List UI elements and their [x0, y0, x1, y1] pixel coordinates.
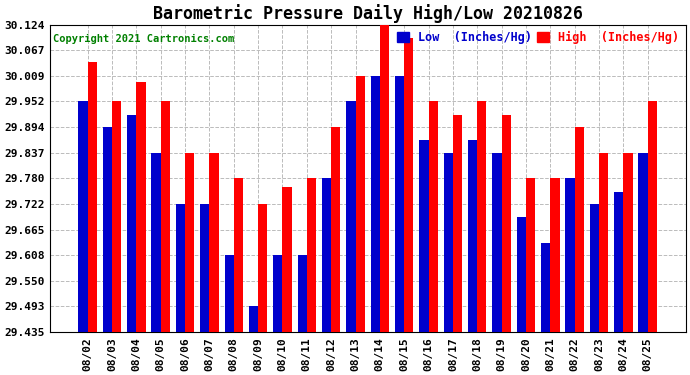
Bar — [185, 153, 195, 332]
Bar — [152, 153, 161, 332]
Bar — [502, 115, 511, 332]
Bar — [404, 38, 413, 332]
Legend: Low  (Inches/Hg), High  (Inches/Hg): Low (Inches/Hg), High (Inches/Hg) — [393, 27, 684, 49]
Bar — [648, 102, 657, 332]
Bar — [112, 102, 121, 332]
Bar — [517, 217, 526, 332]
Bar — [297, 255, 307, 332]
Bar — [590, 204, 599, 332]
Bar — [88, 62, 97, 332]
Bar — [638, 153, 648, 332]
Bar — [477, 102, 486, 332]
Bar — [79, 102, 88, 332]
Bar — [249, 306, 258, 332]
Bar — [282, 187, 292, 332]
Bar — [355, 76, 365, 332]
Bar — [599, 153, 608, 332]
Bar — [526, 178, 535, 332]
Bar — [258, 204, 268, 332]
Bar — [273, 255, 282, 332]
Bar — [137, 82, 146, 332]
Bar — [623, 153, 633, 332]
Bar — [444, 153, 453, 332]
Bar — [575, 127, 584, 332]
Bar — [234, 178, 243, 332]
Bar — [331, 127, 340, 332]
Bar — [161, 102, 170, 332]
Bar — [493, 153, 502, 332]
Bar — [307, 178, 316, 332]
Bar — [380, 25, 389, 332]
Bar — [127, 115, 137, 332]
Bar — [565, 178, 575, 332]
Bar — [200, 204, 210, 332]
Bar — [210, 153, 219, 332]
Bar — [428, 102, 437, 332]
Bar — [541, 243, 551, 332]
Bar — [614, 192, 623, 332]
Title: Barometric Pressure Daily High/Low 20210826: Barometric Pressure Daily High/Low 20210… — [152, 4, 582, 23]
Bar — [103, 128, 112, 332]
Bar — [322, 178, 331, 332]
Bar — [468, 140, 477, 332]
Bar — [371, 76, 380, 332]
Bar — [453, 115, 462, 332]
Bar — [420, 140, 428, 332]
Bar — [395, 76, 404, 332]
Bar — [551, 178, 560, 332]
Text: Copyright 2021 Cartronics.com: Copyright 2021 Cartronics.com — [52, 34, 234, 44]
Bar — [346, 102, 355, 332]
Bar — [224, 255, 234, 332]
Bar — [176, 204, 185, 332]
